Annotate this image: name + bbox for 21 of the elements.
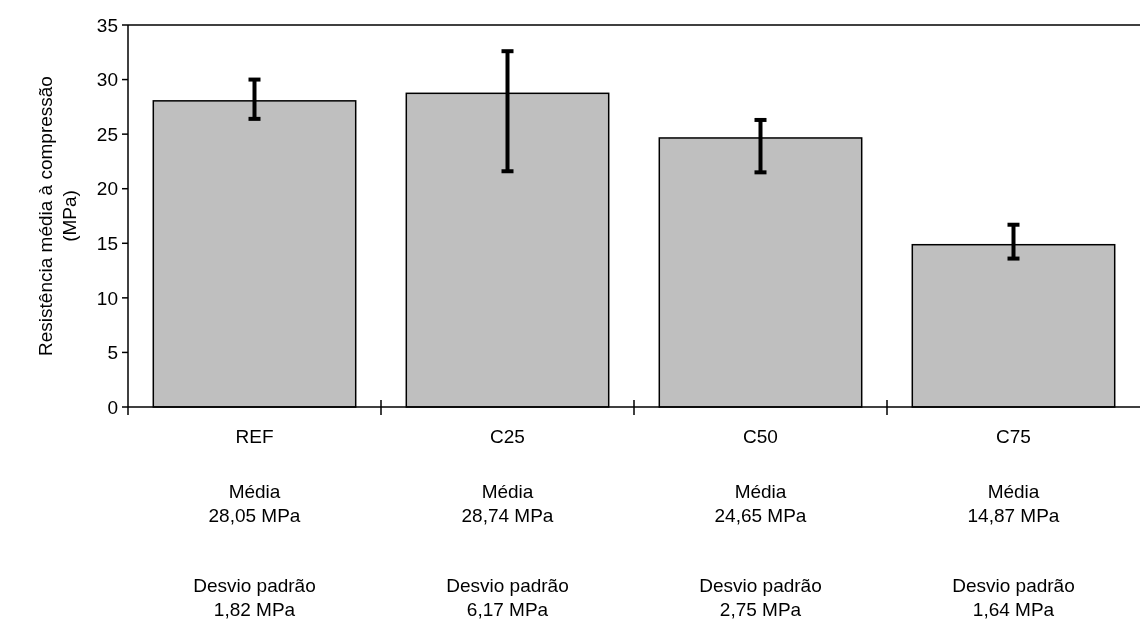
y-axis-title: Resistência média à compressão (MPa)	[35, 76, 80, 356]
text: Desvio padrão 1,64 MPa	[952, 575, 1075, 620]
y-tick-label: 0	[107, 396, 118, 418]
x-tick-label: C25	[490, 426, 525, 447]
x-tick-label: C50	[743, 426, 778, 447]
y-tick-label: 10	[96, 287, 118, 309]
y-tick-label: 30	[96, 69, 118, 91]
text: Média 28,74 MPa	[461, 481, 554, 526]
text: Desvio padrão 6,17 MPa	[446, 575, 569, 620]
text: Média 28,05 MPa	[208, 481, 301, 526]
x-tick-label: C75	[996, 426, 1031, 447]
y-tick-label: 5	[107, 342, 118, 364]
x-tick-label: REF	[235, 426, 274, 447]
text: Desvio padrão 1,82 MPa	[193, 575, 316, 620]
y-tick-label: 35	[96, 14, 118, 36]
y-tick-label: 15	[96, 232, 118, 254]
text: Média 24,65 MPa	[714, 481, 807, 526]
y-tick-label: 20	[96, 178, 118, 200]
text: Média 14,87 MPa	[967, 481, 1060, 526]
text: Desvio padrão 2,75 MPa	[699, 575, 822, 620]
y-tick-label: 25	[96, 123, 118, 145]
